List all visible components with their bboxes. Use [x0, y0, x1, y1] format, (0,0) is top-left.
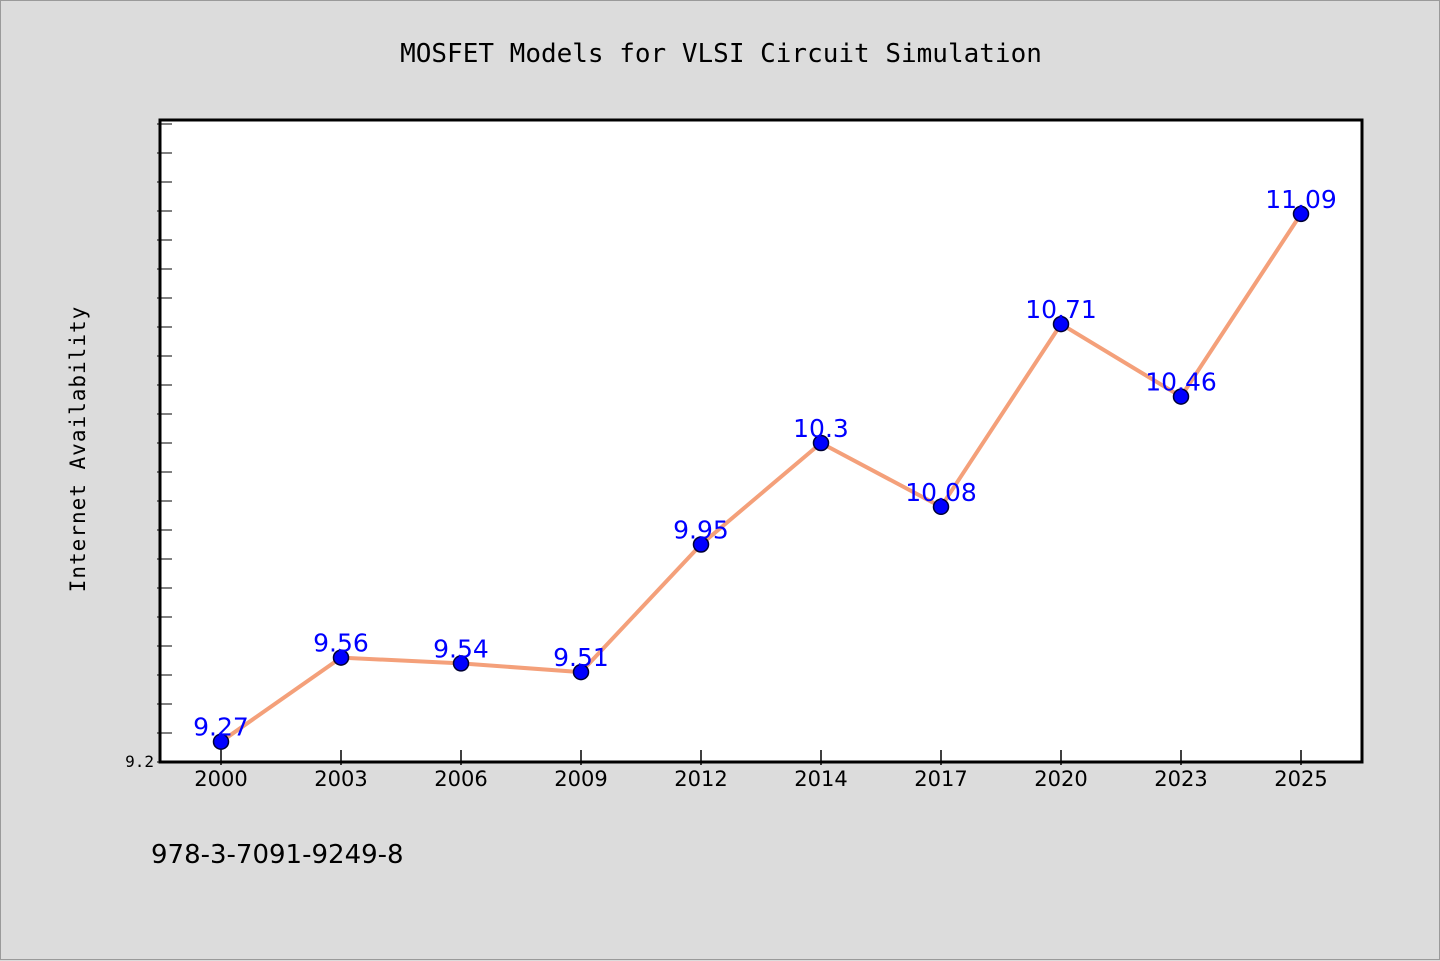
data-label: 10.71 — [1025, 295, 1097, 324]
plot-area — [158, 118, 1364, 764]
data-point — [332, 649, 350, 666]
data-point — [452, 655, 470, 672]
data-label: 10.3 — [793, 414, 849, 443]
data-label: 9.56 — [313, 629, 369, 658]
data-point — [1052, 315, 1070, 333]
x-tick-label: 2020 — [1034, 767, 1087, 791]
y-tick-label: 9.2 — [125, 752, 154, 771]
data-label: 9.95 — [673, 516, 729, 545]
x-tick-label: 2025 — [1274, 767, 1327, 791]
data-label: 10.08 — [905, 478, 977, 507]
y-axis-label: Internet Availability — [66, 306, 90, 593]
y-axis-ticks: 9.2 — [125, 123, 172, 771]
x-tick-label: 2009 — [554, 767, 607, 791]
x-tick-label: 2006 — [434, 767, 487, 791]
data-label: 9.51 — [553, 643, 609, 672]
data-point — [812, 434, 830, 452]
data-point — [932, 498, 950, 516]
data-label: 11.09 — [1265, 185, 1337, 214]
data-point — [692, 536, 710, 553]
data-points-group — [212, 205, 1310, 750]
chart-title: MOSFET Models for VLSI Circuit Simulatio… — [400, 39, 1042, 69]
x-tick-label: 2017 — [914, 767, 967, 791]
x-axis-ticks: 2000 2003 2006 2009 2012 2014 2017 2020 2023 2025 — [194, 750, 1328, 791]
x-tick-label: 2000 — [194, 767, 247, 791]
data-label: 9.54 — [433, 634, 489, 663]
data-point — [572, 663, 590, 681]
data-point — [212, 733, 230, 750]
data-point — [1292, 205, 1310, 223]
footer-isbn: 978-3-7091-9249-8 — [151, 840, 404, 870]
data-point — [1172, 388, 1190, 405]
data-label: 10.46 — [1145, 368, 1217, 397]
x-tick-label: 2003 — [314, 767, 367, 791]
series-line — [219, 212, 1303, 744]
data-labels-group: 9.27 9.56 9.54 9.51 9.95 10.3 10.08 10.71 10.46 1… — [193, 185, 1337, 742]
x-tick-label: 2012 — [674, 767, 727, 791]
x-tick-label: 2023 — [1154, 767, 1207, 791]
series-line-group — [219, 212, 1303, 744]
x-tick-label: 2014 — [794, 767, 847, 791]
data-label: 9.27 — [193, 713, 249, 742]
